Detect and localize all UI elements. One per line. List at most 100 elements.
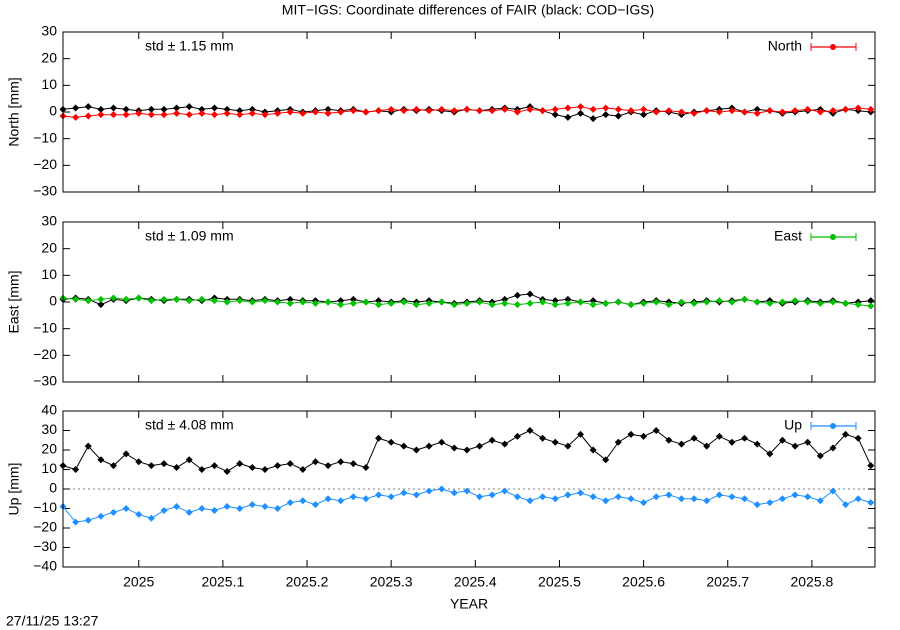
data-point xyxy=(703,107,711,115)
data-point xyxy=(198,505,206,512)
data-point xyxy=(564,299,572,307)
data-point xyxy=(589,493,597,501)
data-point xyxy=(362,495,370,503)
data-point xyxy=(337,301,345,309)
data-point xyxy=(476,298,484,306)
data-point xyxy=(84,112,92,120)
y-tick-label: 0 xyxy=(49,103,57,119)
y-tick-label: 0 xyxy=(49,480,57,496)
data-point xyxy=(450,444,458,452)
data-point xyxy=(526,290,534,298)
y-tick-label: −40 xyxy=(33,558,57,574)
data-point xyxy=(627,301,635,309)
data-point xyxy=(476,442,484,450)
data-point xyxy=(804,105,812,113)
data-point xyxy=(576,298,584,306)
data-point xyxy=(375,107,383,115)
data-point xyxy=(791,442,799,450)
data-point xyxy=(135,294,143,302)
data-point xyxy=(248,105,256,113)
data-point xyxy=(829,487,837,495)
data-point xyxy=(854,495,862,503)
data-point xyxy=(286,108,294,116)
data-point xyxy=(236,505,244,512)
y-tick-label: −10 xyxy=(33,499,57,515)
data-point xyxy=(576,430,584,438)
data-point xyxy=(589,105,597,113)
data-point xyxy=(703,497,711,505)
data-point xyxy=(223,467,231,475)
data-point xyxy=(387,493,395,501)
data-point xyxy=(210,462,218,470)
data-point xyxy=(677,108,685,116)
data-point xyxy=(375,301,383,309)
data-point xyxy=(476,107,484,115)
data-point xyxy=(375,297,383,305)
data-point xyxy=(248,501,256,509)
data-point xyxy=(84,442,92,450)
data-point xyxy=(539,298,547,306)
y-tick-label: −20 xyxy=(33,156,57,172)
legend-label: Up xyxy=(784,417,802,433)
data-point xyxy=(286,460,294,468)
data-point xyxy=(842,105,850,113)
data-point xyxy=(299,109,307,117)
data-point xyxy=(97,512,105,520)
data-point xyxy=(589,446,597,454)
data-point xyxy=(741,495,749,503)
y-tick-label: 0 xyxy=(49,293,57,309)
data-point xyxy=(829,444,837,452)
data-point xyxy=(488,436,496,444)
y-tick-label: 20 xyxy=(41,441,57,457)
x-tick-label: 2025.8 xyxy=(790,574,833,590)
data-point xyxy=(463,487,471,495)
data-point xyxy=(286,299,294,307)
data-point xyxy=(513,432,521,440)
data-point xyxy=(640,105,648,113)
data-point xyxy=(72,518,80,526)
data-point xyxy=(829,298,837,306)
y-axis-label: Up [mm] xyxy=(6,463,22,516)
data-point xyxy=(867,499,875,507)
data-point xyxy=(400,442,408,450)
data-point xyxy=(526,299,534,307)
data-point xyxy=(84,103,92,111)
data-point xyxy=(677,495,685,503)
data-point xyxy=(412,491,420,499)
data-point xyxy=(867,297,875,305)
data-point xyxy=(173,503,181,511)
data-point xyxy=(72,295,80,303)
data-point xyxy=(690,299,698,307)
data-point xyxy=(791,297,799,305)
timestamp: 27/11/25 13:27 xyxy=(6,613,99,629)
x-tick-label: 2025.6 xyxy=(622,574,665,590)
data-point xyxy=(135,458,143,466)
x-tick-label: 2025.2 xyxy=(286,574,329,590)
data-point xyxy=(286,499,294,507)
data-point xyxy=(274,462,282,470)
data-point xyxy=(299,497,307,505)
data-point xyxy=(778,298,786,306)
data-point xyxy=(311,501,319,509)
data-point xyxy=(690,109,698,117)
data-point xyxy=(854,301,862,309)
data-point xyxy=(867,462,875,470)
data-point xyxy=(640,111,648,119)
data-point xyxy=(602,104,610,112)
data-point xyxy=(690,495,698,503)
data-point xyxy=(677,440,685,448)
data-point xyxy=(236,111,244,119)
data-point xyxy=(564,491,572,499)
data-point xyxy=(778,436,786,444)
data-point xyxy=(438,298,446,306)
data-point xyxy=(665,436,673,444)
data-point xyxy=(84,516,92,524)
data-point xyxy=(185,297,193,305)
data-point xyxy=(665,491,673,499)
data-point xyxy=(753,440,761,448)
data-point xyxy=(122,295,130,303)
data-point xyxy=(728,107,736,115)
y-tick-label: −10 xyxy=(33,319,57,335)
data-point xyxy=(816,452,824,460)
